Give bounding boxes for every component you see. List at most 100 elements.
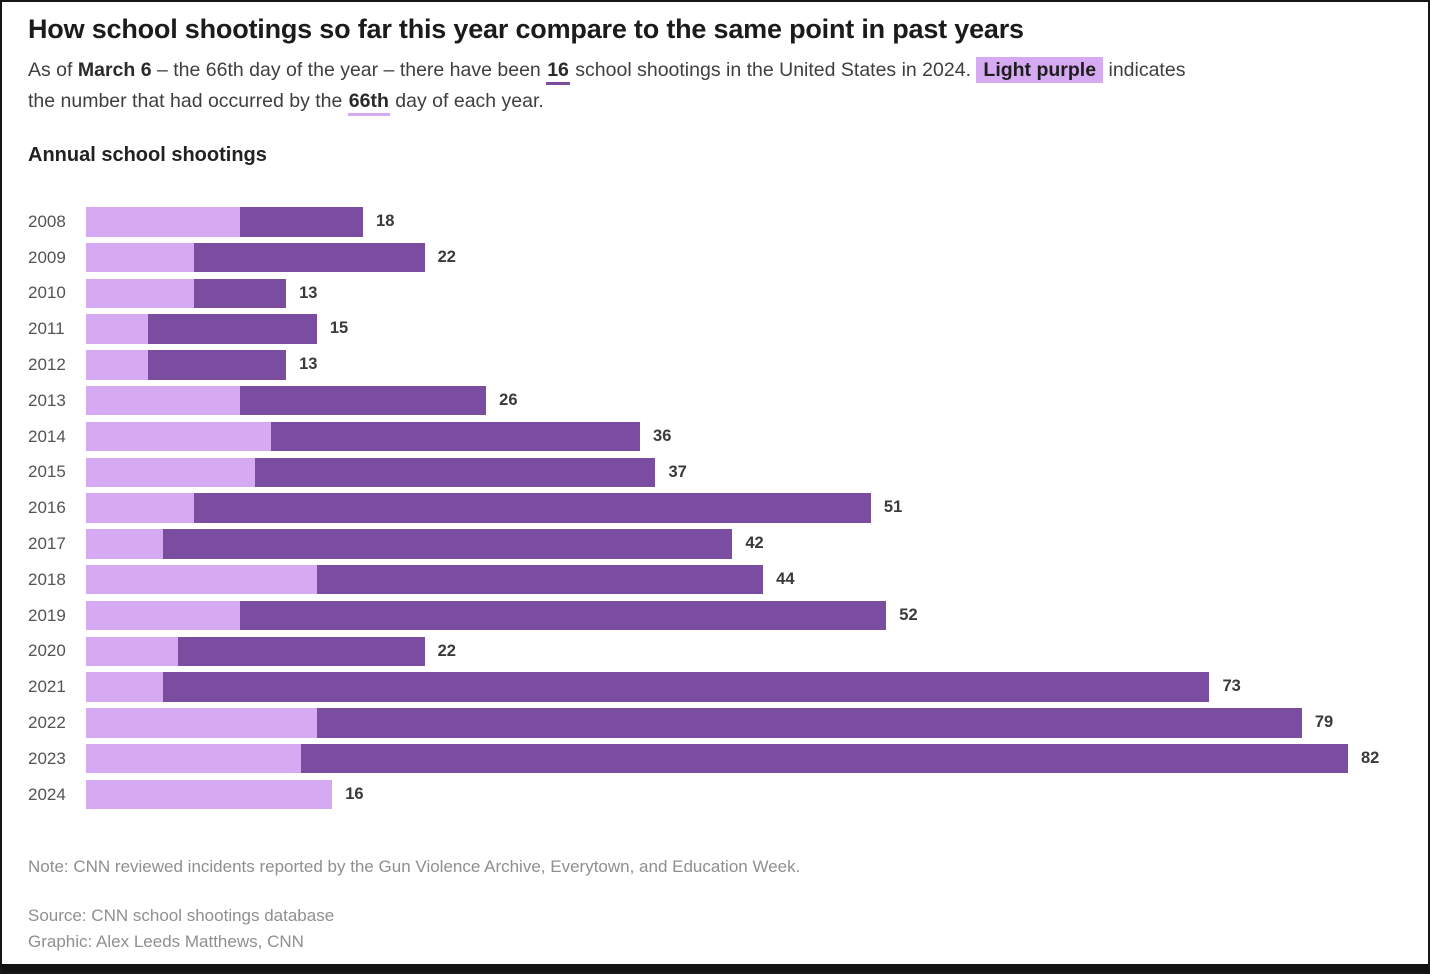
bar-value-label: 13 <box>299 355 318 374</box>
bar-chart: 2008 18 2009 22 2010 13 2011 15 2012 13 2013 26 2014… <box>28 207 1418 816</box>
bar-value-label: 22 <box>437 641 456 660</box>
subtitle-text: As of <box>28 59 78 81</box>
bar-value-label: 36 <box>653 426 672 445</box>
year-label: 2018 <box>28 569 66 589</box>
bottom-rule <box>2 964 1428 972</box>
bar-track: 37 <box>86 457 1418 488</box>
bar-value-label: 79 <box>1314 713 1334 732</box>
bar-value-label: 37 <box>668 462 687 481</box>
subtitle-bold-text: March 6 <box>77 59 152 81</box>
note-text: Note: CNN reviewed incidents reported by… <box>28 857 801 876</box>
bar-early-segment <box>86 672 163 702</box>
bar-total-segment <box>193 242 425 273</box>
bar-value-label: 42 <box>745 534 764 553</box>
bar-early-segment <box>86 278 194 309</box>
year-label: 2017 <box>28 533 66 553</box>
bar-early-segment <box>86 779 333 810</box>
bar-total-segment <box>239 600 887 631</box>
bar-early-segment <box>86 350 148 380</box>
bar-value-label: 15 <box>329 319 349 338</box>
bar-row: 2009 22 <box>28 242 1418 273</box>
subtitle-text: indicates <box>1103 59 1186 81</box>
bar-early-segment <box>86 457 256 488</box>
bar-track: 73 <box>86 672 1418 702</box>
year-label: 2019 <box>28 605 66 625</box>
bar-total-segment <box>301 743 1348 774</box>
bar-row: 2024 16 <box>28 779 1418 810</box>
year-label: 2011 <box>28 319 65 339</box>
bar-track: 22 <box>86 242 1418 273</box>
subtitle-text: day of each year. <box>389 90 544 112</box>
bar-track: 18 <box>86 207 1418 237</box>
subtitle-text: – the 66th day of the year – there have … <box>151 59 547 81</box>
bar-early-segment <box>86 314 148 344</box>
bar-track: 26 <box>86 385 1418 416</box>
bar-early-segment <box>86 708 317 738</box>
bar-early-segment <box>86 600 240 631</box>
bar-total-segment <box>255 457 656 488</box>
bar-total-segment <box>193 493 871 523</box>
bar-total-segment <box>239 207 363 237</box>
bar-value-label: 82 <box>1361 748 1380 767</box>
bar-total-segment <box>147 350 287 380</box>
bar-track: 15 <box>86 314 1418 344</box>
chart-subtitle: As of March 6 – the 66th day of the year… <box>28 55 1185 117</box>
bar-early-segment <box>86 564 317 595</box>
bar-value-label: 13 <box>299 283 318 302</box>
bar-total-segment <box>147 314 317 344</box>
bar-track: 42 <box>86 529 1418 559</box>
bar-value-label: 16 <box>345 784 364 803</box>
bar-row: 2023 82 <box>28 743 1418 774</box>
year-label: 2008 <box>28 211 66 231</box>
bar-row: 2021 73 <box>28 672 1418 702</box>
bar-row: 2008 18 <box>28 207 1418 237</box>
bar-row: 2015 37 <box>28 457 1418 488</box>
bar-track: 82 <box>86 743 1418 774</box>
graphic-credit-text: Graphic: Alex Leeds Matthews, CNN <box>28 932 304 951</box>
bar-row: 2019 52 <box>28 600 1418 631</box>
bar-early-segment <box>86 421 271 452</box>
bar-row: 2010 13 <box>28 278 1418 309</box>
bar-early-segment <box>86 529 163 559</box>
bar-total-segment <box>193 278 287 309</box>
bar-track: 79 <box>86 708 1418 738</box>
page-title: How school shootings so far this year co… <box>28 14 1024 44</box>
bar-track: 13 <box>86 278 1418 309</box>
bar-value-label: 22 <box>437 247 456 266</box>
bar-row: 2020 22 <box>28 636 1418 667</box>
bar-early-segment <box>86 385 240 416</box>
year-label: 2012 <box>28 354 66 374</box>
bar-total-segment <box>162 529 733 559</box>
bar-row: 2018 44 <box>28 564 1418 595</box>
bar-track: 44 <box>86 564 1418 595</box>
bar-row: 2014 36 <box>28 421 1418 452</box>
bar-track: 51 <box>86 493 1418 523</box>
year-label: 2014 <box>28 426 66 446</box>
year-label: 2010 <box>28 283 66 303</box>
credits-block: Source: CNN school shootings database Gr… <box>28 903 334 955</box>
bar-total-segment <box>316 708 1302 738</box>
subtitle-em-dark-text: 16 <box>546 59 570 85</box>
bar-total-segment <box>178 636 425 667</box>
year-label: 2009 <box>28 247 66 267</box>
year-label: 2022 <box>28 712 66 732</box>
bar-total-segment <box>239 385 487 416</box>
year-label: 2013 <box>28 390 66 410</box>
bar-value-label: 51 <box>883 498 903 517</box>
bar-track: 22 <box>86 636 1418 667</box>
year-label: 2024 <box>28 784 66 804</box>
bar-value-label: 52 <box>899 605 918 624</box>
bar-track: 36 <box>86 421 1418 452</box>
bar-value-label: 73 <box>1222 677 1241 696</box>
subtitle-highlight-text: Light purple <box>976 57 1104 83</box>
bar-row: 2013 26 <box>28 385 1418 416</box>
bar-value-label: 44 <box>776 569 795 588</box>
bar-value-label: 26 <box>499 390 518 409</box>
subtitle-text: school shootings in the United States in… <box>569 59 977 81</box>
year-label: 2016 <box>28 498 66 518</box>
subtitle-em-light-text: 66th <box>347 90 390 116</box>
bar-track: 13 <box>86 350 1418 380</box>
source-text: Source: CNN school shootings database <box>28 906 335 925</box>
bar-track: 52 <box>86 600 1418 631</box>
bar-early-segment <box>86 636 179 667</box>
